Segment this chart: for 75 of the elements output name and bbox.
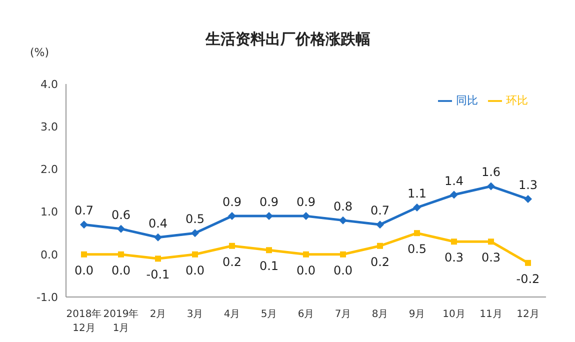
point bbox=[265, 212, 273, 220]
point bbox=[303, 251, 309, 258]
x-tick-label: 8月 bbox=[372, 309, 388, 320]
data-label: 1.6 bbox=[481, 165, 501, 180]
point bbox=[266, 247, 272, 254]
y-tick-label: 1.0 bbox=[40, 206, 58, 219]
point bbox=[376, 220, 384, 229]
chart-title: 生活资料出厂价格涨跌幅 bbox=[206, 30, 370, 48]
x-tick-label: 4月 bbox=[224, 309, 240, 320]
point bbox=[80, 220, 88, 229]
x-tick-label: 12月 bbox=[516, 309, 540, 320]
data-label: 0.4 bbox=[148, 216, 168, 230]
point bbox=[525, 260, 531, 266]
legend-label: 同比 bbox=[456, 94, 478, 107]
data-label: 0.0 bbox=[333, 263, 353, 278]
x-tick-label: 11月 bbox=[480, 309, 502, 320]
point bbox=[414, 230, 420, 236]
legend-label: 环比 bbox=[506, 94, 528, 107]
x-tick-label: 3月 bbox=[186, 309, 204, 320]
data-label: 0.1 bbox=[259, 259, 279, 274]
point bbox=[229, 242, 235, 249]
y-tick-label: 0.0 bbox=[40, 248, 58, 262]
y-tick-label: 2.0 bbox=[40, 163, 58, 176]
x-tick-label: 6月 bbox=[298, 309, 314, 320]
data-label: 0.3 bbox=[481, 250, 501, 265]
data-label: 0.0 bbox=[111, 263, 131, 278]
data-label: 0.9 bbox=[296, 195, 316, 210]
point bbox=[340, 251, 346, 258]
data-label: 0.2 bbox=[370, 254, 390, 269]
data-label: 0.0 bbox=[296, 263, 316, 278]
y-tick-label: 4.0 bbox=[40, 78, 58, 91]
x-tick-label: 5月 bbox=[260, 309, 278, 320]
data-label: 0.5 bbox=[185, 212, 205, 226]
data-label: 0.7 bbox=[370, 204, 390, 218]
point bbox=[154, 233, 162, 242]
data-label: -0.2 bbox=[516, 272, 540, 286]
point bbox=[118, 251, 124, 258]
data-label: 1.1 bbox=[407, 186, 427, 201]
data-label: 0.7 bbox=[74, 204, 94, 218]
point bbox=[302, 212, 310, 220]
point bbox=[524, 195, 532, 204]
data-label: -0.1 bbox=[146, 268, 170, 282]
point bbox=[155, 256, 161, 262]
point bbox=[228, 212, 236, 220]
point bbox=[488, 238, 494, 245]
y-tick-label: -1.0 bbox=[36, 290, 58, 304]
x-tick-label: 2月 bbox=[150, 309, 166, 320]
point bbox=[413, 204, 421, 212]
data-label: 0.9 bbox=[259, 195, 279, 210]
point bbox=[487, 182, 495, 190]
point bbox=[377, 242, 383, 249]
data-label: 0.2 bbox=[222, 254, 242, 269]
data-label: 0.0 bbox=[185, 263, 205, 278]
x-tick-label: 7月 bbox=[334, 309, 352, 320]
y-tick-label: 3.0 bbox=[40, 120, 58, 134]
x-tick-label: 2018年 12月 bbox=[66, 308, 102, 334]
data-label: 0.6 bbox=[111, 208, 131, 222]
point bbox=[191, 229, 199, 238]
data-label: 1.3 bbox=[518, 178, 538, 192]
data-label: 0.8 bbox=[333, 199, 353, 214]
data-label: 0.9 bbox=[222, 195, 242, 210]
y-axis-title: (%) bbox=[30, 46, 50, 59]
data-label: 0.0 bbox=[74, 263, 94, 278]
data-label: 0.3 bbox=[444, 250, 464, 265]
point bbox=[451, 238, 457, 245]
point bbox=[81, 251, 87, 258]
point bbox=[117, 224, 125, 233]
data-label: 1.4 bbox=[444, 174, 464, 188]
point bbox=[339, 216, 347, 224]
x-tick-label: 10月 bbox=[442, 309, 466, 320]
x-tick-label: 9月 bbox=[408, 309, 426, 320]
data-label: 0.5 bbox=[407, 242, 427, 256]
x-tick-label: 2019年 1月 bbox=[103, 308, 139, 334]
point bbox=[450, 190, 458, 199]
point bbox=[192, 251, 198, 258]
